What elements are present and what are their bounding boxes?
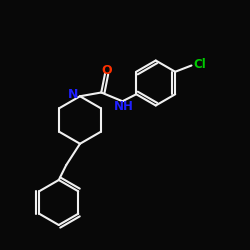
Text: NH: NH: [114, 100, 134, 113]
Text: O: O: [101, 64, 112, 77]
Text: N: N: [68, 88, 78, 101]
Text: Cl: Cl: [194, 58, 206, 71]
